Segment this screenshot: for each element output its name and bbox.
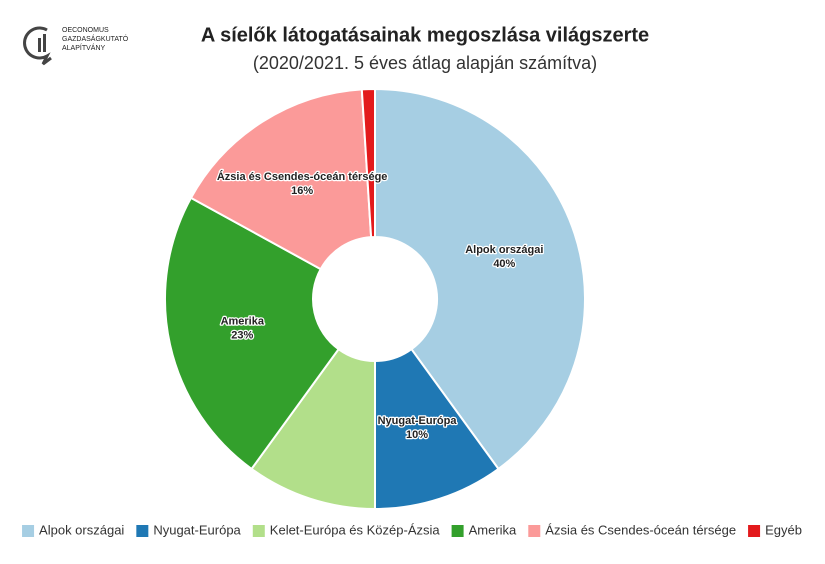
legend-swatch bbox=[136, 525, 149, 537]
slice bbox=[374, 87, 586, 471]
chart-subtitle: (2020/2021. 5 éves átlag alapján számítv… bbox=[253, 53, 597, 73]
slice-value-label: 23% bbox=[231, 330, 253, 342]
legend-text: Alpok országai bbox=[39, 522, 124, 537]
legend-item: Alpok országai bbox=[22, 522, 124, 537]
logo-text: OECONOMUS bbox=[62, 27, 109, 34]
slice bbox=[164, 196, 340, 471]
legend-item: Kelet-Európa és Közép-Ázsia bbox=[252, 522, 441, 537]
slice bbox=[189, 88, 373, 271]
logo-icon bbox=[23, 26, 52, 66]
slice-label: Ázsia és Csendes-óceán térsége bbox=[217, 170, 388, 183]
logo-icon bbox=[38, 38, 41, 52]
legend-item: Ázsia és Csendes-óceán térsége bbox=[528, 522, 736, 537]
legend-swatch bbox=[528, 525, 541, 537]
slice-value-label: 40% bbox=[493, 258, 515, 270]
logo-icon bbox=[43, 34, 46, 52]
slice-label: Nyugat-Európa bbox=[378, 415, 458, 427]
legend-text: Kelet-Európa és Közép-Ázsia bbox=[270, 522, 441, 537]
legend-swatch bbox=[451, 525, 464, 537]
legend-item: Nyugat-Európa bbox=[136, 522, 242, 537]
slice bbox=[374, 347, 500, 511]
slice-label: Alpok országai bbox=[465, 244, 543, 256]
legend-text: Nyugat-Európa bbox=[153, 522, 241, 537]
chart-title: A síelők látogatásainak megoszlása világ… bbox=[201, 24, 649, 46]
legend-swatch bbox=[252, 525, 265, 537]
slice-label: Amerika bbox=[221, 316, 265, 328]
slice-value-label: 10% bbox=[406, 429, 428, 441]
legend-swatch bbox=[22, 525, 35, 537]
legend-item: Amerika bbox=[451, 522, 517, 537]
legend-text: Egyéb bbox=[765, 522, 802, 537]
slice bbox=[250, 347, 376, 511]
logo: OECONOMUS GAZDASÁGKUTATÓ ALAPÍTVÁNY bbox=[23, 26, 129, 66]
slice-value-label: 16% bbox=[291, 185, 313, 197]
logo-text: GAZDASÁGKUTATÓ bbox=[62, 34, 129, 43]
legend-text: Amerika bbox=[469, 522, 517, 537]
legend-item: Egyéb bbox=[748, 522, 802, 537]
slice bbox=[360, 87, 376, 239]
legend-swatch bbox=[748, 525, 761, 537]
legend-text: Ázsia és Csendes-óceán térsége bbox=[545, 522, 736, 537]
logo-text: ALAPÍTVÁNY bbox=[62, 43, 106, 52]
